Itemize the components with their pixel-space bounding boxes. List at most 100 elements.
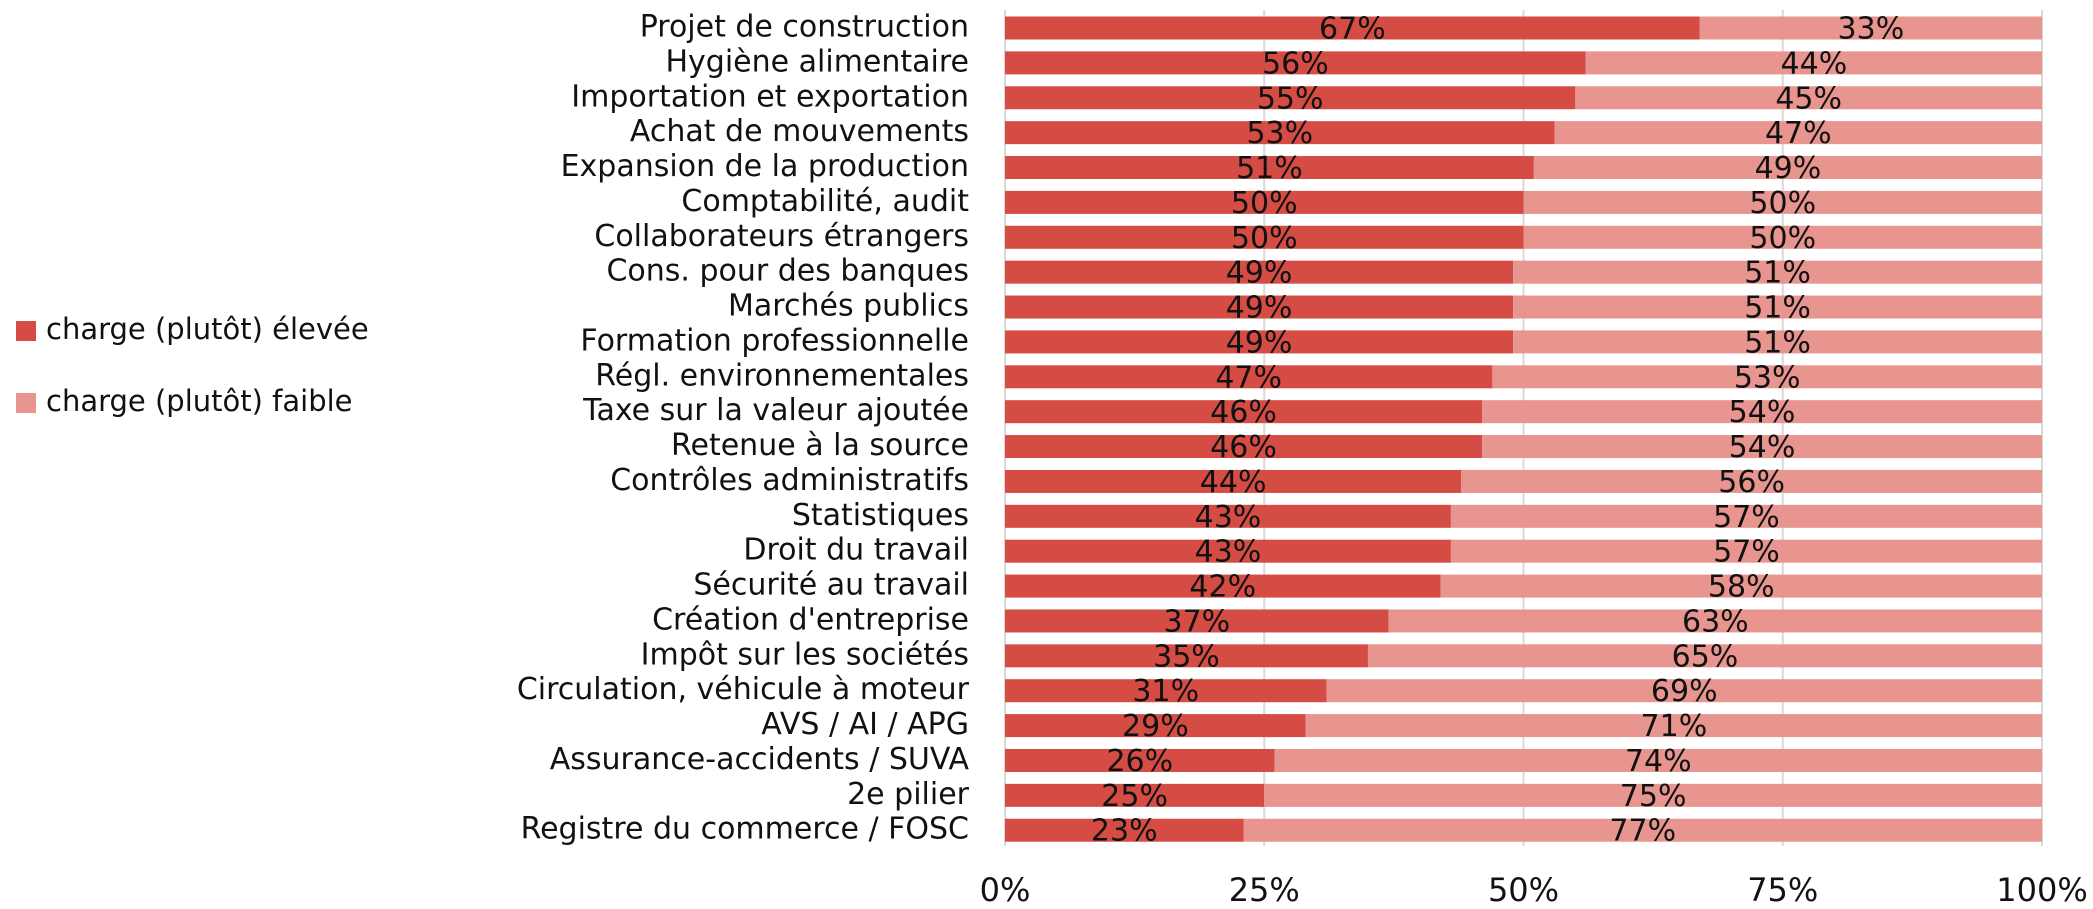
y-tick-label: Expansion de la production <box>561 149 969 184</box>
y-tick-label: Impôt sur les sociétés <box>641 637 969 672</box>
data-label: 45% <box>1775 81 1842 116</box>
y-tick-label: AVS / AI / APG <box>761 707 969 742</box>
bar-segment <box>1575 86 2042 110</box>
data-label: 42% <box>1189 570 1256 605</box>
bar-segment <box>1005 714 1306 738</box>
bar-segment <box>1482 400 2042 424</box>
bar-segment <box>1005 225 1524 249</box>
bar-segment <box>1005 644 1368 668</box>
data-label: 54% <box>1729 430 1796 465</box>
y-tick-label: Comptabilité, audit <box>681 184 969 219</box>
data-label: 53% <box>1734 360 1801 395</box>
bar-segment <box>1243 818 2042 842</box>
y-tick-label: Achat de mouvements <box>630 114 969 149</box>
bar-segment <box>1005 469 1462 493</box>
data-label: 57% <box>1713 535 1780 570</box>
data-label: 43% <box>1195 500 1262 535</box>
data-label: 56% <box>1718 465 1785 500</box>
data-label: 65% <box>1672 639 1739 674</box>
x-tick-label: 100% <box>1996 871 2087 909</box>
bar-segment <box>1461 469 2042 493</box>
legend-label: charge (plutôt) élevée <box>46 312 369 346</box>
y-tick-label: 2e pilier <box>847 777 970 812</box>
data-label: 33% <box>1838 12 1905 47</box>
data-label: 35% <box>1153 639 1220 674</box>
data-label: 50% <box>1749 221 1816 256</box>
data-label: 75% <box>1620 779 1687 814</box>
bar-segment <box>1492 365 2042 389</box>
data-label: 44% <box>1781 46 1848 81</box>
y-tick-label: Contrôles administratifs <box>610 463 969 498</box>
bar-segment <box>1699 16 2042 40</box>
bar-segment <box>1005 539 1451 563</box>
y-tick-label: Taxe sur la valeur ajoutée <box>582 393 969 428</box>
y-tick-label: Retenue à la source <box>671 428 969 463</box>
data-label: 29% <box>1122 709 1189 744</box>
data-label: 49% <box>1755 151 1822 186</box>
data-label: 51% <box>1744 291 1811 326</box>
data-label: 57% <box>1713 500 1780 535</box>
bar-segment <box>1367 644 2042 668</box>
bar-segment <box>1533 156 2042 180</box>
bar-segment <box>1005 190 1524 214</box>
y-tick-label: Cons. pour des banques <box>606 254 969 289</box>
y-tick-label: Assurance-accidents / SUVA <box>550 742 970 777</box>
bar-segment <box>1005 435 1483 459</box>
data-label: 43% <box>1195 535 1262 570</box>
bar-segment <box>1005 783 1265 807</box>
data-label: 54% <box>1729 395 1796 430</box>
x-tick-label: 25% <box>1229 871 1300 909</box>
y-tick-label: Circulation, véhicule à moteur <box>517 672 970 707</box>
bar-segment <box>1005 260 1514 284</box>
bar-segment <box>1305 714 2042 738</box>
data-label: 26% <box>1106 744 1173 779</box>
bar-segment <box>1388 609 2042 633</box>
bar-segment <box>1554 121 2042 145</box>
bar-segment <box>1005 748 1275 772</box>
data-label: 44% <box>1200 465 1267 500</box>
x-tick-label: 50% <box>1488 871 1559 909</box>
bar-segment <box>1005 51 1586 75</box>
legend-swatch <box>16 393 36 413</box>
data-label: 46% <box>1210 395 1277 430</box>
bar-segment <box>1274 748 2042 772</box>
data-label: 51% <box>1744 256 1811 291</box>
bar-segment <box>1005 86 1576 110</box>
y-tick-label: Formation professionnelle <box>580 323 969 358</box>
data-label: 55% <box>1257 81 1324 116</box>
data-label: 31% <box>1132 674 1199 709</box>
data-label: 46% <box>1210 430 1277 465</box>
data-label: 37% <box>1164 604 1231 639</box>
data-label: 25% <box>1101 779 1168 814</box>
bar-segment <box>1264 783 2042 807</box>
data-label: 49% <box>1226 325 1293 360</box>
y-tick-label: Hygiène alimentaire <box>665 44 969 79</box>
data-label: 63% <box>1682 604 1749 639</box>
bar-segment <box>1005 818 1244 842</box>
bar-segment <box>1005 504 1451 528</box>
data-label: 50% <box>1231 221 1298 256</box>
bar-segment <box>1450 504 2042 528</box>
bar-segment <box>1005 609 1389 633</box>
bar-segment <box>1005 16 1700 40</box>
bar-segment <box>1005 679 1327 703</box>
data-label: 23% <box>1091 814 1158 849</box>
x-tick-label: 75% <box>1747 871 1818 909</box>
data-label: 67% <box>1319 12 1386 47</box>
bar-segment <box>1005 574 1441 598</box>
bar-segment <box>1585 51 2042 75</box>
data-label: 50% <box>1231 186 1298 221</box>
y-tick-label: Sécurité au travail <box>693 568 969 603</box>
data-label: 47% <box>1765 116 1832 151</box>
bar-segment <box>1523 225 2042 249</box>
data-label: 71% <box>1641 709 1708 744</box>
bar-segment <box>1005 365 1493 389</box>
bar-segment <box>1005 330 1514 354</box>
bar-segment <box>1513 260 2042 284</box>
data-label: 51% <box>1744 325 1811 360</box>
y-tick-label: Statistiques <box>792 498 969 533</box>
y-tick-label: Importation et exportation <box>571 79 969 114</box>
y-tick-label: Registre du commerce / FOSC <box>521 812 969 847</box>
bar-segment <box>1513 330 2042 354</box>
